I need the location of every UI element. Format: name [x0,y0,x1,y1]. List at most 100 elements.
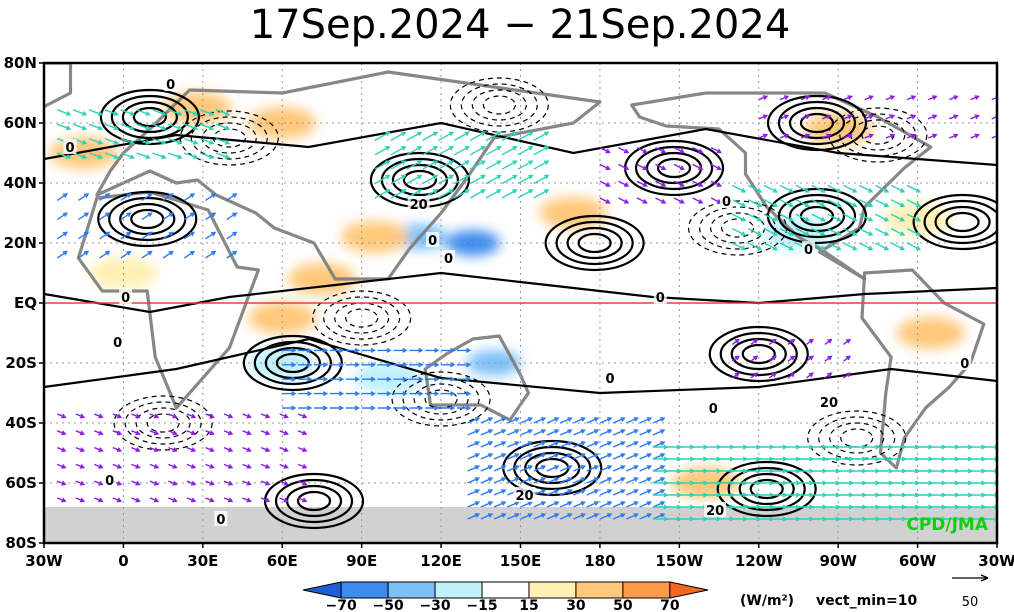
wave-vector [485,174,502,185]
wave-vector [858,199,874,207]
wave-vector [800,95,811,101]
wave-vector [843,184,858,193]
wave-vector [805,372,814,379]
contour-ring [460,83,538,127]
wave-vector [507,441,520,448]
wave-vector [168,446,178,452]
wave-vector [599,417,613,424]
wave-vector [78,193,90,201]
wave-vector [586,453,600,460]
wave-vector [559,441,573,448]
wave-vector [282,347,297,353]
wave-vector [546,465,560,472]
wave-vector [885,95,896,101]
wave-vector [586,417,600,424]
wave-vector [507,465,520,472]
wave-vector [652,441,666,448]
wave-vector [393,405,408,411]
contour-ring [391,163,449,197]
wave-vector [72,109,88,116]
wave-vector [573,477,586,484]
wave-vector [927,133,938,139]
wave-vector [467,453,481,460]
contour-label-bg [817,394,840,409]
wave-vector [533,160,550,170]
wave-vector [186,413,197,419]
wave-vector [168,480,178,486]
wave-vector [827,213,842,222]
contour-ring [577,232,612,254]
wave-vector [377,362,392,368]
wave-vector [763,242,779,251]
wave-vector [469,131,486,142]
contour-ring [402,377,480,421]
wave-vector [864,133,874,139]
wave-vector [297,430,308,436]
wave-vector [997,445,1011,449]
wave-vector [906,95,917,101]
wave-vector [533,513,547,520]
wave-vector [710,146,723,154]
wave-vector [827,184,842,193]
wave-vector [533,477,547,484]
wave-vector [546,429,560,436]
wave-vector [747,213,763,222]
shading-patch [340,221,409,253]
contour-ring [135,407,191,439]
wave-vector [422,160,439,170]
contour-label-bg [704,502,727,517]
wave-vector [710,180,723,187]
wave-vector [997,517,1011,521]
shading-patch [896,317,965,349]
wave-vector [626,489,639,496]
wave-vector [56,193,69,201]
contour-ring [323,296,401,340]
x-tick-label: 120E [420,552,462,570]
wave-vector [874,184,890,193]
colorbar-cell [622,581,671,599]
wave-vector [467,429,481,436]
wave-vector [639,441,653,448]
contour-label: 0 [709,402,718,417]
wave-vector [215,137,231,145]
wave-vector [750,355,759,362]
wave-vector [824,338,833,345]
wave-vector [710,163,723,170]
wave-vector [438,189,455,199]
wave-vector [205,212,217,221]
contour-ring [799,112,835,134]
wave-vector [345,347,361,353]
wave-vector [120,123,135,131]
wave-vector [890,242,906,251]
wave-vector [507,477,520,484]
wave-vector [843,372,852,379]
wave-vector [655,180,667,187]
wave-vector [520,429,534,436]
wave-vector [425,347,440,353]
contour-label-bg [706,400,720,415]
wave-vector [78,250,90,259]
wave-vector [149,497,160,503]
wave-vector [56,212,69,221]
wave-vector [843,242,858,251]
wave-vector [297,480,308,486]
wave-vector [843,114,853,120]
wave-vector [599,453,613,460]
wave-vector [612,417,626,424]
contour-ring [391,371,491,427]
wave-vector [795,227,810,236]
wave-vector [533,146,550,156]
wave-vector [205,480,215,486]
wave-vector [874,242,890,251]
wave-vector [469,189,486,199]
wave-vector [493,417,507,424]
wave-vector [626,477,639,484]
contour-ring [829,422,885,454]
wave-vector [184,109,199,116]
contour-label: 0 [166,78,175,93]
wave-vector [88,152,104,160]
wave-vector [652,501,666,508]
wave-vector [485,189,502,199]
x-tick-label: 30W [25,552,63,570]
wave-vector [520,465,534,472]
